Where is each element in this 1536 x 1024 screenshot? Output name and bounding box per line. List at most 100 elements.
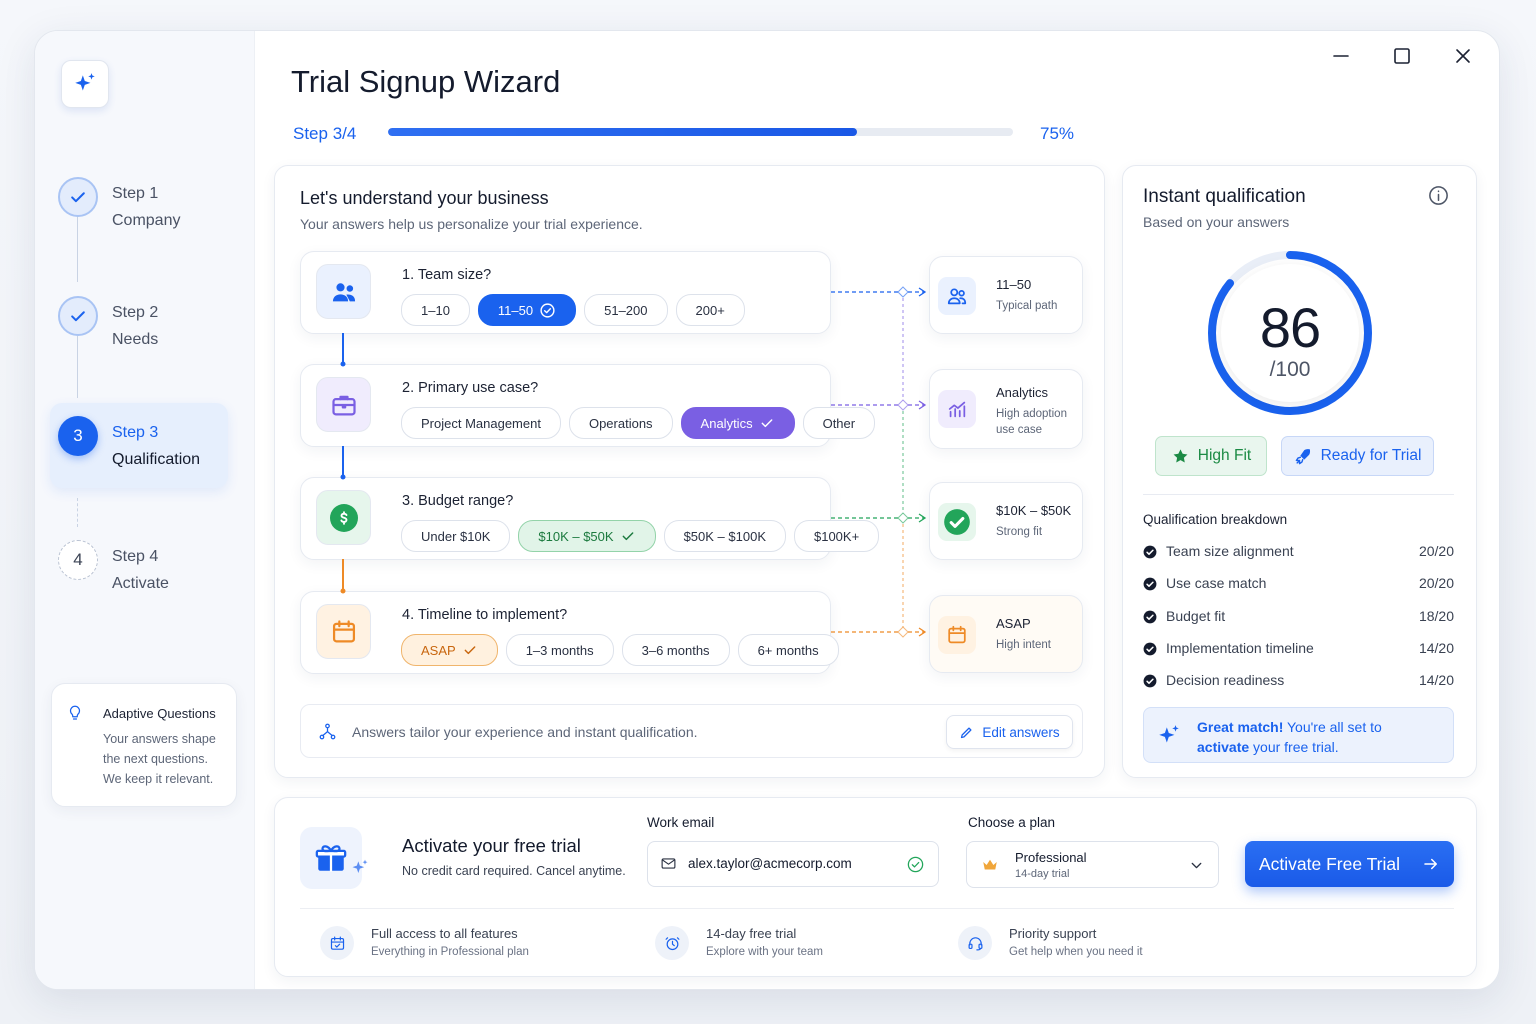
progress-label: 75% [1040,124,1075,143]
email-input[interactable]: alex.taylor@acmecorp.com [647,841,939,887]
maximize-button[interactable] [1390,44,1414,68]
option-check [462,642,478,658]
icon [1333,55,1349,57]
icon-shape [958,289,965,297]
match-strong: Great match! [1197,719,1284,735]
option[interactable]: 1–10 [401,294,470,326]
breakdown-check [1143,610,1157,624]
option[interactable]: Under $10K [401,520,511,552]
icon-shape [1146,549,1154,555]
icon-shape [362,859,368,865]
question-title: 2. Primary use case? [402,380,539,396]
icon [1394,48,1410,64]
edit-answers-button[interactable]: Edit answers [946,715,1073,749]
step-indicator: 4 [58,540,98,580]
option-selected[interactable]: $10K – $50K [518,520,656,552]
icon [69,705,81,720]
icon-shape [949,516,965,528]
result-card: 11–50 Typical path [929,256,1083,334]
icon-shape [959,297,967,305]
icon [339,510,347,525]
icon [464,646,476,655]
fit-badge: High Fit [1155,436,1267,476]
icon-shape [947,297,961,305]
option-check [759,415,775,431]
breakdown-score: 20/20 [1418,543,1454,559]
option[interactable]: $100K+ [793,520,880,552]
icon-shape [1143,577,1157,591]
icon-shape [339,510,347,525]
option-selected[interactable]: 11–50 [477,294,577,326]
option-label: Project Management [421,415,541,431]
result-subtitle: Typical path [996,300,1058,312]
question-icon [316,264,371,319]
breakdown-score: 18/20 [1418,607,1454,624]
result-title: 11–50 [996,277,1032,292]
icon-shape [761,419,772,428]
icon [332,619,355,642]
icon-shape [332,622,355,642]
option-selected[interactable]: ASAP [401,634,498,666]
divider [300,908,1454,909]
icon-shape [319,734,325,740]
step-indicator [58,177,98,217]
icon-shape [1173,448,1188,463]
breakdown-check [1143,674,1157,688]
info-button[interactable] [1427,184,1451,208]
option-label: 6+ months [757,642,819,658]
option[interactable]: 200+ [675,294,745,326]
result-subtitle: High adoption use case [996,408,1067,436]
icon-shape [1146,614,1154,620]
icon-shape [544,307,552,313]
minimize-button[interactable] [1329,44,1353,68]
icon-shape [1394,48,1410,64]
option-label: 3–6 months [641,642,710,658]
activate-button[interactable]: Activate Free Trial [1245,841,1454,887]
app-logo [61,60,109,108]
progress-track [388,128,1013,136]
icon [1191,862,1202,869]
option[interactable]: 51–200 [584,294,668,326]
option-row: 1–10 11–50 51–200 200+ [401,294,745,326]
option[interactable]: 6+ months [737,634,839,666]
step-name: Qualification [112,451,201,468]
breakdown-score: 20/20 [1418,575,1454,592]
step-connector [77,336,78,398]
option[interactable]: $50K – $100K [663,520,786,552]
option-label: 11–50 [497,302,534,318]
option[interactable]: Operations [568,407,673,439]
question-card: 2. Primary use case? Project Management Op… [300,364,876,447]
option-label: $50K – $100K [683,528,766,544]
close-button[interactable] [1451,44,1475,68]
icon-shape [950,288,959,297]
icon-shape [71,192,85,203]
breakdown-check [1143,577,1157,591]
icon [1143,577,1157,591]
question-title: 1. Team size? [402,267,492,283]
icon [1143,674,1157,688]
option-label: 200+ [695,302,725,318]
icon-shape [1299,448,1310,460]
result-title: Analytics [996,385,1049,400]
option[interactable]: Project Management [401,407,561,439]
plan-select[interactable]: Professional 14-day trial [966,841,1219,888]
step-counter: Step 3/4 [293,124,357,143]
icon-shape [1429,186,1448,205]
option[interactable]: 1–3 months [505,634,614,666]
question-title: 3. Budget range? [402,493,514,509]
gift-sparkle [350,858,372,880]
step-label: Step 2 [112,304,159,321]
activation-card [274,797,1477,977]
option[interactable]: 3–6 months [621,634,730,666]
feature-subtitle: Everything in Professional plan [371,946,529,958]
info-text: Answers tailor your experience and insta… [352,724,698,740]
option-selected[interactable]: Analytics [680,407,795,439]
option-check [539,302,556,319]
score-inner [1221,264,1359,402]
icon [907,856,924,873]
icon-shape [330,936,344,948]
option[interactable]: Other [802,407,876,439]
icon [665,936,679,950]
feature-title: Full access to all features [371,926,518,941]
